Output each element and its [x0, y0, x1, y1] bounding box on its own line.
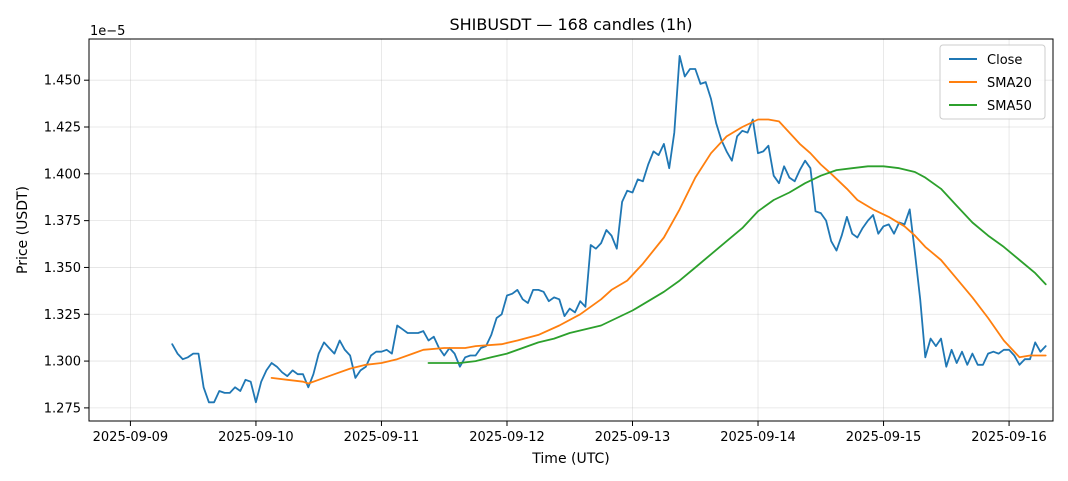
y-tick-label: 1.325 [44, 308, 81, 323]
y-tick-label: 1.350 [44, 261, 81, 276]
y-tick-label: 1.375 [44, 214, 81, 229]
y-tick-label: 1.275 [44, 401, 81, 416]
legend-label-close: Close [987, 53, 1022, 68]
series-line-close [171, 55, 1047, 404]
x-tick-label: 2025-09-12 [469, 430, 545, 445]
legend-box [939, 44, 1046, 120]
legend-label-sma20: SMA20 [987, 76, 1032, 91]
x-tick-label: 2025-09-14 [720, 430, 796, 445]
plot-frame [88, 38, 1054, 422]
x-tick-label: 2025-09-10 [218, 430, 294, 445]
y-tick-label: 1.425 [44, 121, 81, 136]
x-tick-label: 2025-09-16 [971, 430, 1047, 445]
x-tick-label: 2025-09-13 [595, 430, 671, 445]
x-tick-label: 2025-09-09 [93, 430, 169, 445]
grid-lines [89, 39, 1053, 421]
y-tick-label: 1.450 [44, 74, 81, 89]
y-axis-ticks: 1.275 1.300 1.325 1.350 1.375 1.400 1.425 1.450 [44, 74, 89, 416]
legend-label-sma50: SMA50 [987, 99, 1032, 114]
x-axis-label: Time (UTC) [531, 451, 609, 467]
y-tick-label: 1.400 [44, 167, 81, 182]
series-line-sma20 [270, 118, 1047, 385]
series-lines [171, 55, 1047, 404]
chart-title: SHIBUSDT — 168 candles (1h) [449, 15, 692, 34]
x-axis-ticks: 2025-09-09 2025-09-10 2025-09-11 2025-09-12… [93, 421, 1047, 445]
y-tick-label: 1.300 [44, 355, 81, 370]
y-offset-label: 1e−5 [90, 24, 125, 39]
legend: Close SMA20 SMA50 [939, 44, 1046, 120]
x-tick-label: 2025-09-15 [846, 430, 922, 445]
series-line-sma50 [427, 165, 1047, 364]
y-axis-label: Price (USDT) [15, 186, 31, 274]
x-tick-label: 2025-09-11 [344, 430, 420, 445]
